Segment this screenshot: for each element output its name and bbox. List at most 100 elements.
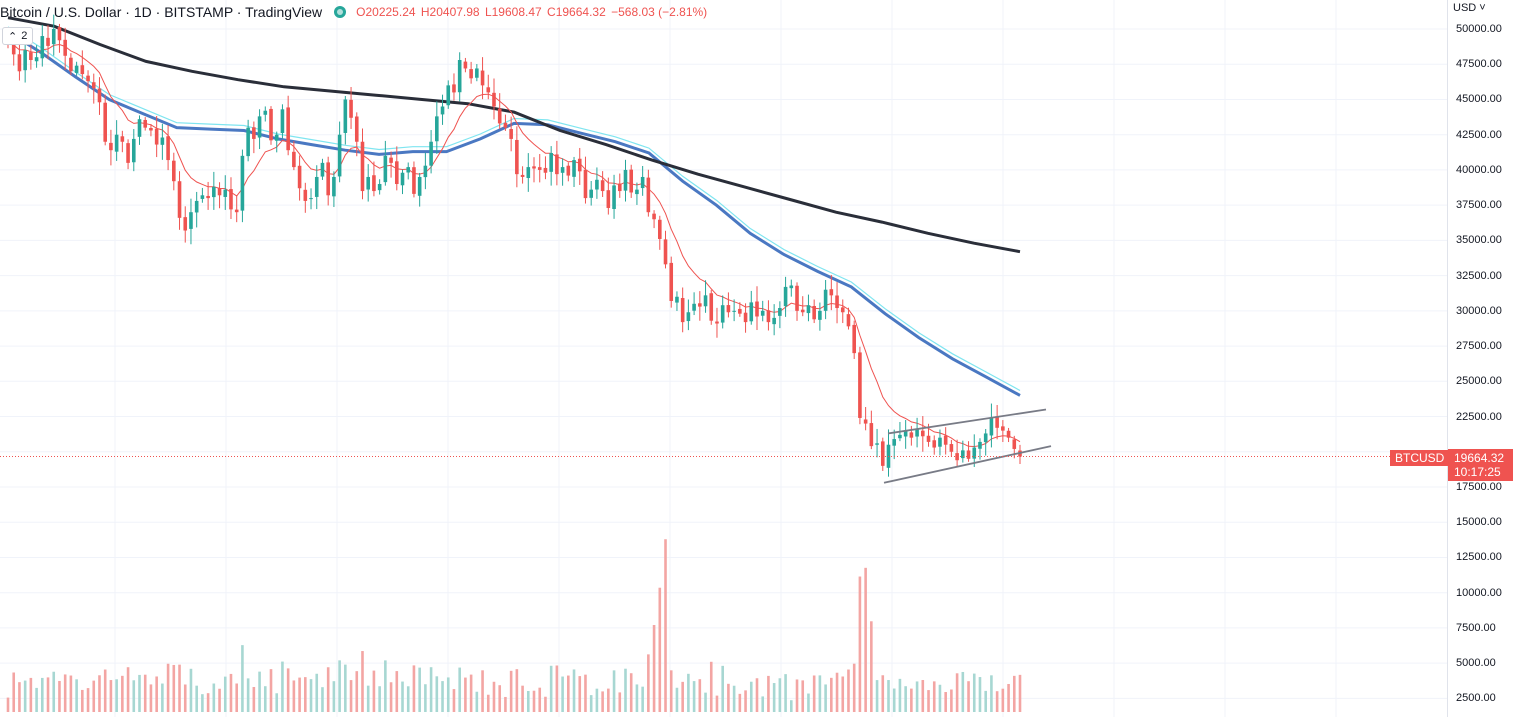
price-axis-label: 2500.00	[1456, 692, 1496, 705]
volume-bar	[607, 688, 610, 712]
volume-bar	[669, 670, 673, 712]
volume-bar	[86, 688, 90, 712]
price-axis-label: 22500.00	[1456, 410, 1502, 423]
market-status-icon[interactable]	[334, 6, 347, 18]
volume-bar	[944, 692, 947, 712]
candle-body	[520, 174, 525, 177]
volume-bar	[698, 679, 702, 712]
candle-body	[978, 441, 982, 449]
volume-bar	[995, 691, 999, 712]
candle-body	[160, 137, 165, 145]
volume-bar	[235, 683, 239, 712]
candle-body	[858, 352, 862, 418]
candle-body	[446, 85, 451, 106]
volume-bar	[984, 690, 987, 712]
high-value: H20407.98	[420, 5, 480, 19]
candle-body	[114, 134, 119, 152]
candle-body	[143, 119, 148, 128]
candle-body	[835, 295, 839, 309]
volume-bar	[52, 671, 56, 712]
candle-body	[212, 186, 216, 198]
volume-bar	[526, 691, 530, 712]
candle-body	[766, 310, 771, 323]
candle-body	[40, 36, 45, 59]
volume-bar	[915, 681, 919, 712]
volume-bar	[738, 693, 742, 712]
volume-bar	[601, 691, 604, 712]
candle-body	[783, 286, 788, 307]
currency-label: USD	[1453, 2, 1477, 14]
candle-body	[91, 82, 96, 89]
candle-body	[343, 99, 348, 133]
candle-body	[292, 151, 296, 168]
candle-body	[469, 69, 473, 79]
candle-body	[549, 153, 553, 172]
volume-bar	[378, 686, 381, 712]
candle-body	[280, 109, 285, 134]
volume-bar	[155, 676, 158, 712]
candle-body	[961, 450, 965, 459]
volume-bar	[921, 680, 925, 712]
candle-body	[63, 39, 67, 56]
price-axis[interactable]: 50000.00 47500.00 45000.00 42500.00 40000.00…	[1447, 0, 1515, 717]
candle-body	[675, 296, 679, 303]
volume-bar	[298, 677, 301, 712]
volume-bar	[498, 685, 502, 712]
candle-body	[789, 285, 794, 289]
price-axis-label: 27500.00	[1456, 340, 1502, 353]
candle-body	[869, 423, 874, 447]
volume-bar	[189, 668, 193, 712]
volume-bar	[121, 675, 124, 712]
volume-bar	[469, 674, 473, 712]
source-label: TradingView	[245, 4, 323, 20]
price-axis-label: 50000.00	[1456, 23, 1502, 35]
candle-body	[497, 108, 502, 124]
volume-bar	[595, 688, 599, 712]
candle-body	[440, 106, 445, 115]
volume-bar	[23, 680, 27, 712]
volume-bar	[629, 673, 633, 712]
volume-bar	[332, 681, 336, 712]
volume-bar	[92, 680, 96, 712]
volume-bar	[858, 576, 862, 712]
candle-body	[503, 122, 508, 128]
candle-body	[709, 293, 714, 321]
candle-body	[926, 435, 931, 442]
candle-body	[354, 116, 359, 142]
candle-body	[1001, 426, 1005, 431]
chart-pane[interactable]: Bitcoin / U.S. Dollar · 1D · BITSTAMP · …	[0, 0, 1447, 717]
volume-bar	[344, 664, 347, 712]
symbol-title[interactable]: Bitcoin / U.S. Dollar · 1D · BITSTAMP · …	[0, 4, 323, 20]
volume-bar	[252, 686, 256, 712]
volume-bar	[281, 661, 284, 712]
candle-body	[898, 434, 902, 439]
candle-body	[406, 167, 411, 173]
candle-body	[252, 127, 256, 139]
ma-200-line	[7, 16, 1021, 254]
candle-body	[1012, 439, 1017, 449]
volume-bar	[75, 679, 78, 712]
volume-bar	[532, 690, 536, 712]
volume-bar	[904, 686, 907, 712]
candle-body	[332, 176, 336, 197]
volume-bar	[229, 673, 233, 712]
volume-bar	[206, 693, 210, 712]
interval-label: 1D	[133, 4, 152, 20]
candlestick-chart[interactable]	[0, 0, 1447, 717]
price-axis-label: 25000.00	[1456, 375, 1502, 388]
currency-selector[interactable]: USD ˅	[1453, 2, 1486, 14]
candle-body	[772, 317, 776, 325]
volume-bar	[784, 674, 787, 712]
volume-bar	[978, 677, 982, 712]
candle-body	[600, 180, 605, 192]
volume-bar	[789, 700, 793, 712]
candle-body	[560, 167, 565, 173]
candle-body	[137, 119, 142, 137]
candle-body	[795, 285, 799, 311]
indicators-collapse-button[interactable]: ⌃ 2	[2, 27, 34, 45]
volume-bar	[938, 684, 942, 712]
candle-body	[903, 430, 908, 437]
volume-bar	[166, 663, 170, 712]
candle-body	[257, 116, 262, 138]
volume-bar	[6, 697, 10, 712]
